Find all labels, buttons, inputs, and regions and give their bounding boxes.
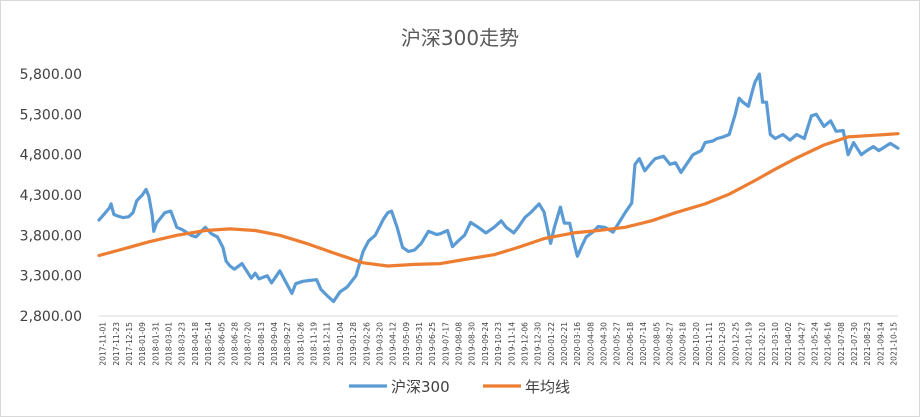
- x-tick-label: 2021-06-16: [824, 322, 833, 366]
- x-tick-label: 2020-12-03: [718, 322, 727, 366]
- x-tick-label: 2021-07-08: [837, 322, 846, 366]
- legend-label-2: 年均线: [525, 378, 570, 396]
- x-tick-label: 2020-03-16: [573, 322, 582, 366]
- x-tick-label: 2019-12-30: [534, 322, 543, 366]
- x-tick-label: 2019-08-30: [468, 322, 477, 366]
- x-axis: 2017-11-01 2017-11-23 2017-12-15 2018-01-09…: [99, 315, 899, 366]
- chart-title: 沪深300走势: [401, 26, 519, 50]
- y-tick-label: 5,800.00: [20, 67, 82, 83]
- x-tick-label: 2021-04-02: [784, 322, 793, 366]
- y-tick-label: 2,800.00: [20, 309, 82, 325]
- x-tick-label: 2020-05-27: [613, 322, 622, 366]
- x-tick-label: 2018-08-13: [257, 322, 266, 366]
- y-tick-label: 4,300.00: [20, 188, 82, 204]
- x-tick-label: 2019-10-23: [494, 322, 503, 366]
- x-tick-label: 2017-11-01: [99, 322, 108, 366]
- x-tick-label: 2020-11-11: [705, 322, 714, 366]
- x-tick-label: 2019-08-08: [455, 322, 464, 366]
- x-tick-label: 2018-07-20: [244, 322, 253, 366]
- x-tick-label: 2021-10-15: [890, 322, 899, 366]
- series-layer: [97, 72, 900, 304]
- x-tick-label: 2019-12-06: [521, 322, 530, 366]
- x-tick-label: 2020-06-18: [626, 322, 635, 366]
- x-tick-label: 2018-09-04: [270, 322, 279, 366]
- x-tick-label: 2018-04-18: [191, 322, 200, 366]
- x-tick-label: 2021-07-30: [850, 322, 859, 366]
- x-tick-label: 2018-12-11: [323, 322, 332, 366]
- x-tick-label: 2020-10-20: [692, 322, 701, 366]
- x-tick-label: 2020-02-21: [560, 322, 569, 366]
- x-tick-label: 2019-01-28: [349, 322, 358, 366]
- x-tick-label: 2021-09-14: [876, 322, 885, 366]
- x-tick-label: 2018-11-19: [310, 322, 319, 366]
- x-tick-label: 2019-02-26: [362, 322, 371, 366]
- y-tick-label: 4,800.00: [20, 148, 82, 164]
- x-tick-label: 2019-05-31: [415, 322, 424, 366]
- legend-label-1: 沪深300: [391, 378, 450, 396]
- x-tick-label: 2018-01-31: [151, 322, 160, 366]
- x-tick-label: 2019-11-14: [507, 322, 516, 366]
- x-tick-label: 2019-03-20: [376, 322, 385, 366]
- x-tick-label: 2019-01-04: [336, 322, 345, 366]
- x-tick-label: 2021-04-27: [797, 322, 806, 366]
- x-tick-label: 2018-03-01: [165, 322, 174, 366]
- x-tick-label: 2020-08-27: [666, 322, 675, 366]
- x-tick-label: 2018-06-28: [230, 322, 239, 366]
- x-tick-label: 2018-05-14: [204, 322, 213, 366]
- legend: 沪深300 年均线: [349, 378, 570, 396]
- series-line-2: [97, 132, 900, 268]
- y-tick-label: 5,300.00: [20, 107, 82, 123]
- x-tick-label: 2018-03-23: [178, 322, 187, 366]
- x-tick-label: 2021-03-10: [771, 322, 780, 366]
- x-tick-label: 2017-12-15: [125, 322, 134, 366]
- x-tick-label: 2021-01-19: [745, 322, 754, 366]
- x-tick-label: 2020-08-05: [652, 322, 661, 366]
- x-tick-label: 2018-06-05: [217, 322, 226, 366]
- x-tick-label: 2021-02-10: [758, 322, 767, 366]
- x-tick-label: 2020-07-14: [639, 322, 648, 366]
- x-tick-label: 2019-07-17: [441, 322, 450, 366]
- y-tick-label: 3,300.00: [20, 269, 82, 285]
- x-tick-label: 2019-06-25: [428, 322, 437, 366]
- x-tick-label: 2020-04-08: [586, 322, 595, 366]
- x-tick-label: 2020-09-18: [679, 322, 688, 366]
- x-tick-label: 2020-01-22: [547, 322, 556, 366]
- x-tick-label: 2019-09-24: [481, 322, 490, 366]
- x-tick-label: 2019-04-12: [389, 322, 398, 366]
- x-tick-label: 2017-11-23: [112, 322, 121, 366]
- x-tick-label: 2018-01-09: [138, 322, 147, 366]
- y-axis: 2,800.00 3,300.00 3,800.00 4,300.00 4,800.00…: [20, 67, 82, 325]
- y-tick-label: 3,800.00: [20, 228, 82, 244]
- x-tick-label: 2021-05-24: [811, 322, 820, 366]
- series-line-1: [97, 72, 900, 304]
- x-tick-label: 2019-05-09: [402, 322, 411, 366]
- x-tick-label: 2020-12-25: [731, 322, 740, 366]
- x-tick-label: 2018-09-27: [283, 322, 292, 366]
- x-tick-label: 2021-08-23: [863, 322, 872, 366]
- x-tick-label: 2020-04-30: [600, 322, 609, 366]
- x-tick-label: 2018-10-26: [296, 322, 305, 366]
